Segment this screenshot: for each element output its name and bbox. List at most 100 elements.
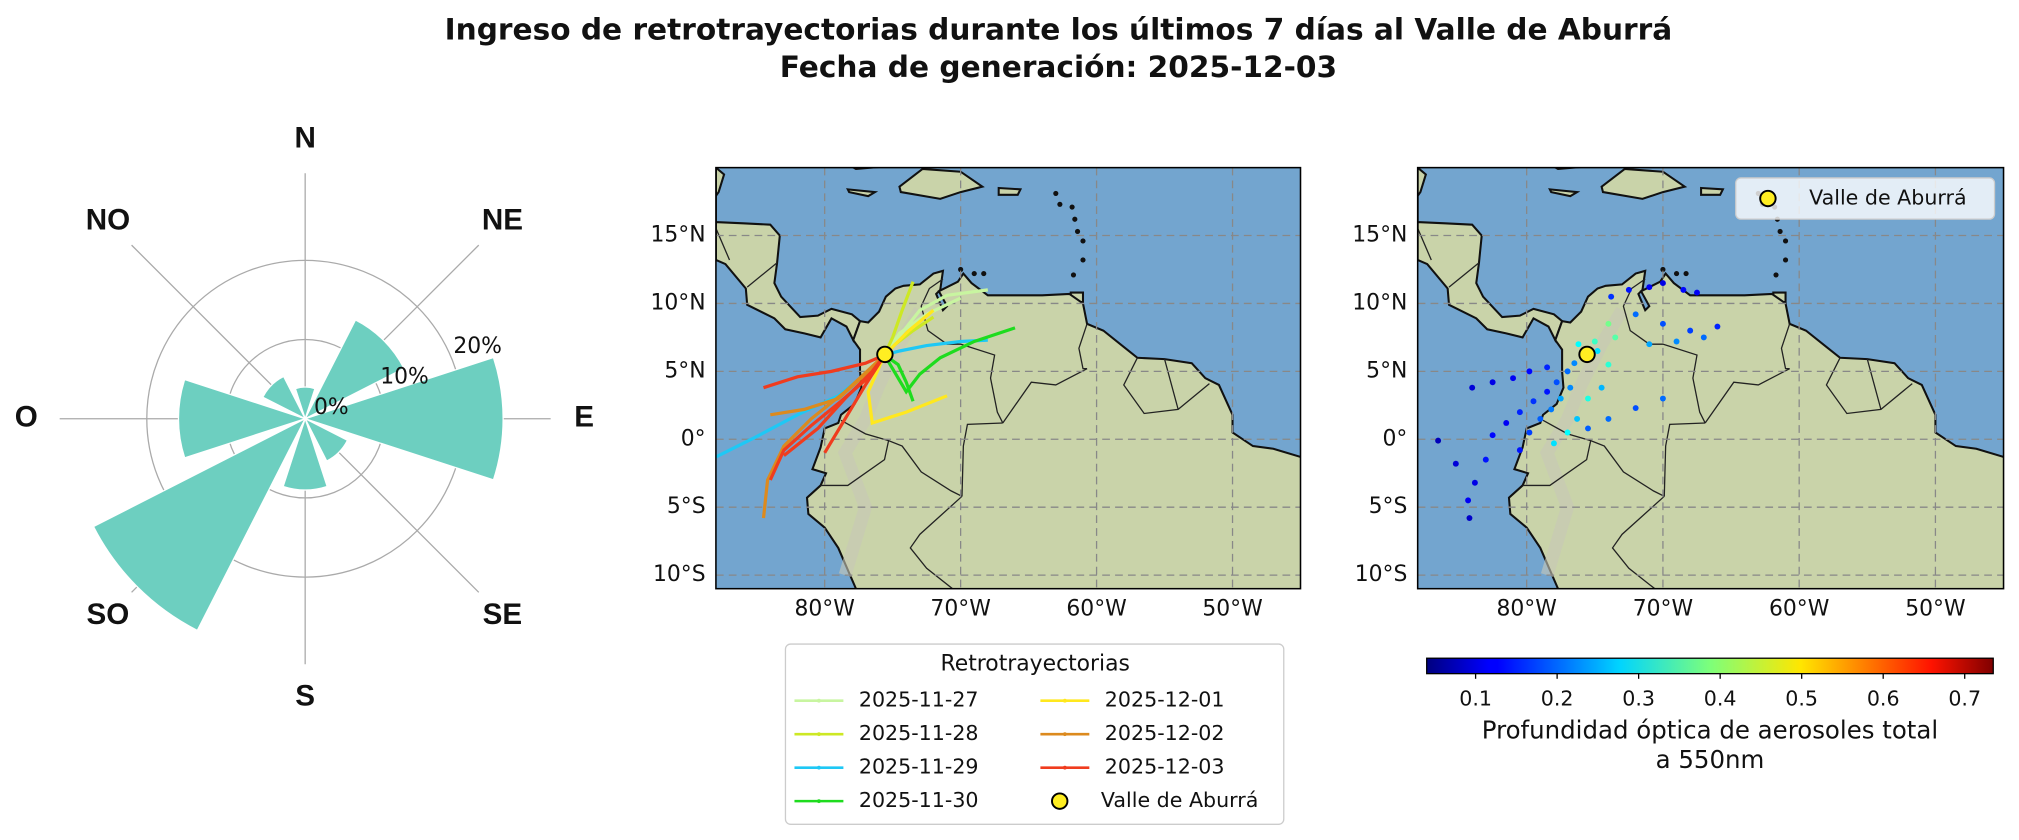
aod-point bbox=[1574, 415, 1581, 422]
aod-point bbox=[1575, 341, 1582, 348]
island bbox=[1057, 201, 1063, 207]
island bbox=[1069, 204, 1075, 210]
legend-label: Valle de Aburrá bbox=[1101, 788, 1258, 812]
legend-box bbox=[1735, 177, 1996, 220]
aod-point bbox=[1632, 311, 1639, 318]
rose-bar bbox=[303, 417, 349, 462]
island bbox=[1777, 228, 1783, 235]
land bbox=[1548, 188, 1581, 198]
aod-point bbox=[1544, 388, 1551, 395]
legend-label: 2025-11-28 bbox=[859, 721, 979, 745]
land bbox=[715, 167, 862, 343]
aod-point bbox=[1659, 320, 1666, 327]
r-tick-label: 0% bbox=[314, 395, 349, 420]
aod-point bbox=[1598, 384, 1605, 391]
legend-marker bbox=[1759, 189, 1777, 208]
aod-map: 80°W 70°W 60°W 50°W 10°S 5°S 0° 5°N 10°N 15°N Vall… bbox=[1352, 166, 2005, 774]
colorbar-tick-label: 0.3 bbox=[1622, 686, 1655, 710]
direction-label: SO bbox=[87, 598, 130, 631]
border bbox=[1825, 357, 1913, 415]
island bbox=[1660, 266, 1666, 273]
island bbox=[1080, 257, 1086, 263]
aod-point bbox=[1471, 479, 1478, 486]
land bbox=[997, 186, 1023, 196]
border bbox=[1448, 262, 1480, 288]
aod-point bbox=[1612, 334, 1619, 341]
direction-label: NO bbox=[86, 203, 130, 236]
y-tick-label: 15°N bbox=[1352, 223, 1407, 248]
aod-point bbox=[1503, 420, 1510, 426]
title: Ingreso de retrotrayectorias durante los… bbox=[445, 13, 1673, 47]
aod-point bbox=[1694, 289, 1700, 296]
border bbox=[1866, 358, 1882, 410]
legend-label: 2025-12-02 bbox=[1105, 721, 1225, 745]
x-tick-label: 80°W bbox=[1496, 596, 1556, 621]
x-tick-label: 50°W bbox=[1905, 596, 1965, 621]
y-tick-label: 10°S bbox=[1355, 562, 1408, 587]
aod-point bbox=[1714, 323, 1721, 330]
rose-bar bbox=[303, 319, 405, 421]
colorbar-tick-label: 0.1 bbox=[1459, 686, 1492, 710]
border bbox=[961, 422, 1003, 497]
colorbar-tick-label: 0.7 bbox=[1948, 686, 1981, 710]
colorbar: 0.1 0.2 0.3 0.4 0.5 0.6 0.7 Profundidad óptica … bbox=[1426, 657, 1994, 774]
aod-point bbox=[1516, 447, 1523, 454]
border bbox=[1704, 368, 1790, 424]
aod-point bbox=[1526, 429, 1533, 436]
aod-point bbox=[1557, 395, 1564, 402]
rose-bar bbox=[261, 375, 307, 421]
y-tick-label: 15°N bbox=[650, 223, 705, 248]
rose-bar bbox=[303, 356, 504, 481]
aod-point bbox=[1605, 415, 1612, 422]
y-tick-label: 5°N bbox=[664, 358, 705, 383]
aod-point bbox=[1659, 395, 1666, 402]
trajectory bbox=[883, 326, 1016, 395]
aburra-marker bbox=[876, 345, 894, 364]
x-tick-label: 60°W bbox=[1769, 596, 1829, 621]
island bbox=[981, 270, 987, 277]
legend-label: 2025-12-01 bbox=[1105, 688, 1225, 712]
x-tick-label: 80°W bbox=[794, 596, 854, 621]
land bbox=[1700, 186, 1725, 196]
aod-point bbox=[1469, 384, 1476, 391]
aod-point bbox=[1548, 406, 1555, 413]
trajectory bbox=[763, 353, 886, 390]
legend-title: Retrotrayectorias bbox=[941, 652, 1130, 677]
land bbox=[1553, 167, 1587, 171]
trajectory bbox=[883, 281, 915, 356]
legend-dot bbox=[816, 799, 821, 804]
frame bbox=[715, 166, 1302, 590]
legend-dot bbox=[816, 698, 821, 703]
colorbar-tick-label: 0.2 bbox=[1541, 686, 1574, 710]
island bbox=[1673, 270, 1680, 277]
andes bbox=[1539, 306, 1628, 577]
land bbox=[1417, 167, 1564, 343]
y-tick-label: 10°N bbox=[1352, 290, 1407, 315]
border bbox=[1002, 368, 1088, 424]
island bbox=[1070, 272, 1077, 278]
trajectory bbox=[823, 354, 886, 454]
border bbox=[920, 278, 1004, 424]
colorbar-ramp bbox=[1426, 657, 1994, 675]
direction-label: N bbox=[294, 122, 315, 155]
border bbox=[820, 440, 890, 487]
aod-point bbox=[1646, 341, 1653, 348]
legend-label: 2025-12-03 bbox=[1105, 755, 1225, 779]
legend-box bbox=[784, 643, 1285, 825]
aod-point bbox=[1594, 348, 1601, 354]
border bbox=[746, 262, 778, 288]
aod-point bbox=[1632, 405, 1639, 411]
direction-label: SE bbox=[483, 598, 523, 631]
island bbox=[1683, 270, 1689, 277]
land bbox=[1600, 167, 1688, 200]
aod-point bbox=[1489, 432, 1496, 439]
border bbox=[1123, 357, 1210, 415]
aod-point bbox=[1564, 429, 1571, 436]
direction-label: O bbox=[15, 401, 38, 434]
aod-point bbox=[1465, 497, 1472, 504]
map-area bbox=[715, 167, 1301, 589]
aod-point bbox=[1553, 379, 1560, 386]
aod-point bbox=[1625, 286, 1632, 293]
